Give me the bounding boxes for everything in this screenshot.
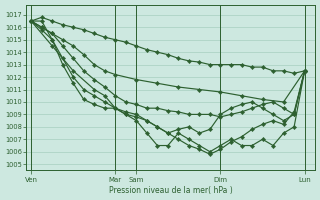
X-axis label: Pression niveau de la mer( hPa ): Pression niveau de la mer( hPa ) — [109, 186, 232, 195]
